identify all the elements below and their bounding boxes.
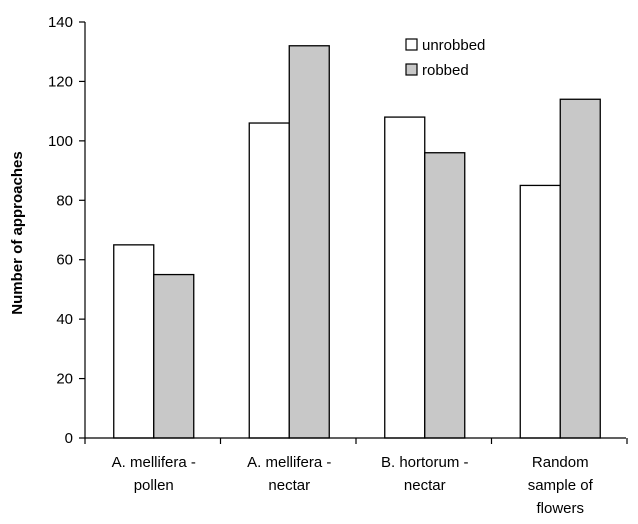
y-tick-label: 0: [65, 430, 73, 447]
legend-label-robbed: robbed: [422, 62, 469, 79]
bars: [113, 45, 601, 439]
bar-robbed-2: [424, 152, 466, 439]
x-category-label: B. hortorum -nectar: [381, 454, 469, 494]
x-category-label: A. mellifera -pollen: [112, 454, 196, 494]
legend: unrobbed robbed: [405, 37, 485, 79]
y-tick-label: 120: [48, 73, 73, 90]
legend-swatch-unrobbed: [405, 38, 418, 51]
y-tick-label: 100: [48, 133, 73, 150]
y-tick-label: 80: [56, 192, 73, 209]
legend-swatch-robbed: [405, 63, 418, 76]
bar-unrobbed-1: [248, 122, 290, 439]
bar-robbed-3: [559, 98, 601, 439]
y-tick-label: 140: [48, 14, 73, 31]
y-tick-label: 40: [56, 311, 73, 328]
bar-unrobbed-0: [113, 244, 155, 439]
legend-label-unrobbed: unrobbed: [422, 37, 485, 54]
x-category-label: Random sample of flowers: [528, 454, 594, 517]
bar-unrobbed-3: [519, 184, 561, 439]
bar-robbed-0: [153, 273, 195, 439]
y-axis-ticks: 0 20 40 60 80 100 120 140: [48, 14, 85, 447]
bar-robbed-1: [288, 45, 330, 439]
y-tick-label: 20: [56, 371, 73, 388]
y-tick-label: 60: [56, 252, 73, 269]
x-category-label: A. mellifera -nectar: [247, 454, 331, 494]
bar-unrobbed-2: [384, 116, 426, 439]
y-axis-title: Number of approaches: [9, 151, 26, 314]
x-axis-category-labels: A. mellifera -pollen A. mellifera -nectar…: [112, 454, 594, 517]
x-axis-ticks: [84, 438, 628, 444]
